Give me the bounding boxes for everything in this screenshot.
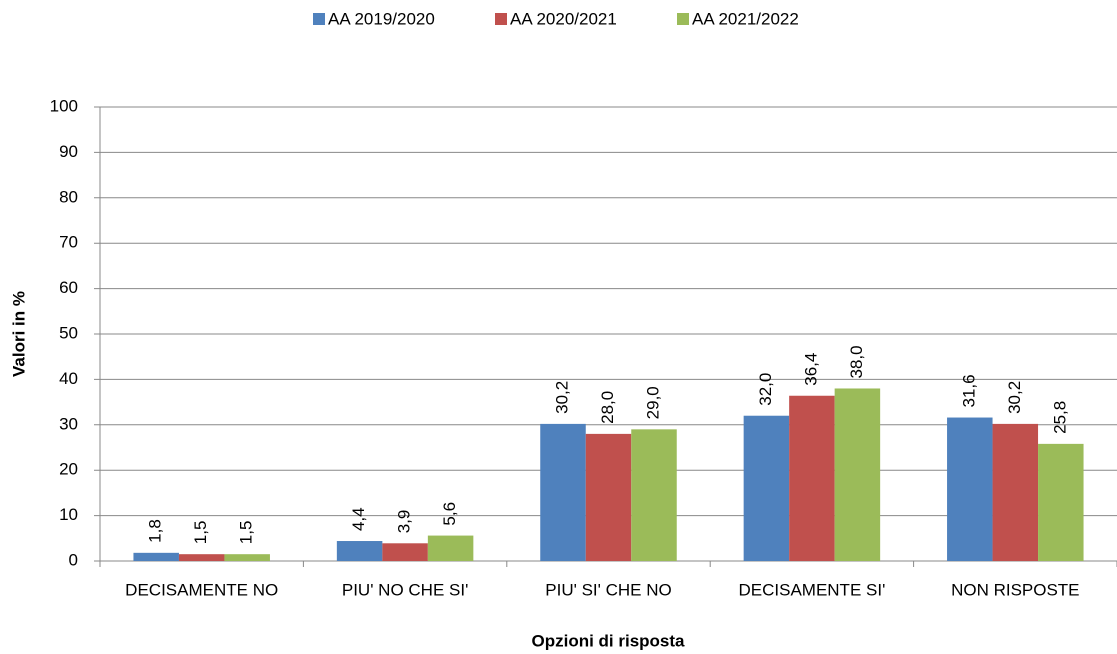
data-label: 28,0 [598,391,617,424]
legend-label: AA 2021/2022 [692,9,799,28]
bar [789,395,835,561]
data-label: 1,5 [191,521,210,545]
data-label: 25,8 [1050,401,1069,434]
y-tick-label: 10 [59,505,78,524]
x-tick-label: PIU' SI' CHE NO [545,580,671,599]
bar [540,423,586,561]
bar [947,417,993,561]
legend-label: AA 2020/2021 [510,9,617,28]
y-tick-label: 60 [59,278,78,297]
data-label: 5,6 [440,502,459,526]
x-tick-label: PIU' NO CHE SI' [342,580,468,599]
x-axis-title: Opzioni di risposta [531,631,685,650]
data-label: 32,0 [756,373,775,406]
y-tick-label: 50 [59,323,78,342]
bar [1038,443,1084,561]
legend-swatch [313,13,325,25]
data-label: 38,0 [847,345,866,378]
bar [834,388,881,561]
bar [336,541,383,561]
x-tick-label: DECISAMENTE SI' [738,580,885,599]
bar [631,429,677,561]
bar [224,554,270,561]
data-label: 36,4 [801,353,820,386]
bar [382,543,428,561]
y-tick-label: 0 [69,550,78,569]
legend-swatch [495,13,507,25]
x-tick-label: DECISAMENTE NO [125,580,278,599]
bar [178,554,225,561]
bar [992,423,1039,561]
y-tick-label: 40 [59,369,78,388]
y-tick-label: 100 [50,96,78,115]
data-label: 29,0 [643,386,662,419]
data-label: 3,9 [395,510,414,534]
data-label: 31,6 [959,374,978,407]
bar [427,535,474,561]
legend-swatch [677,13,689,25]
bar [133,552,179,561]
x-tick-label: NON RISPOSTE [951,580,1079,599]
y-tick-label: 90 [59,142,78,161]
data-label: 4,4 [349,507,368,531]
data-label: 30,2 [552,381,571,414]
y-tick-label: 20 [59,460,78,479]
data-label: 1,5 [237,521,256,545]
data-label: 30,2 [1005,381,1024,414]
data-label: 1,8 [146,519,165,543]
y-tick-label: 70 [59,233,78,252]
bar [585,433,632,561]
y-axis-title: Valori in % [9,291,28,377]
y-tick-label: 80 [59,187,78,206]
bar [743,415,790,561]
y-tick-label: 30 [59,414,78,433]
legend-label: AA 2019/2020 [328,9,435,28]
